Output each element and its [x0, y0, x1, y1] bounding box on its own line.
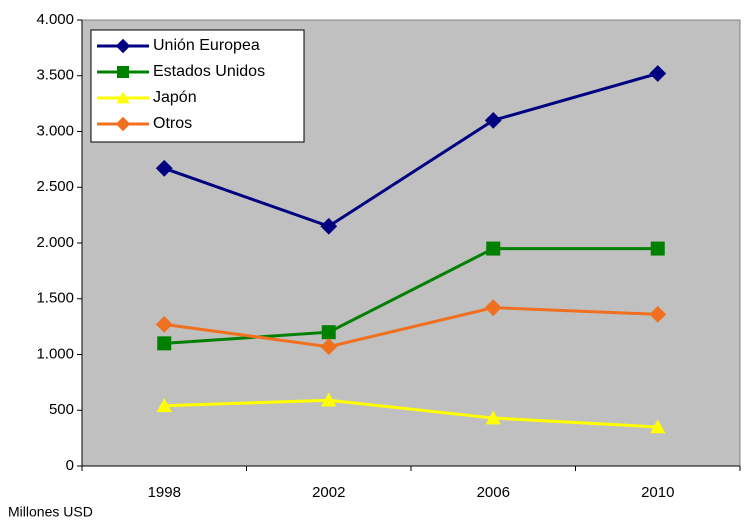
y-tick-label: 3.500 [36, 67, 74, 84]
legend-label: Unión Europea [153, 37, 260, 54]
y-tick-label: 1.500 [36, 290, 74, 307]
y-tick-label: 4.000 [36, 11, 74, 28]
marker [157, 336, 172, 351]
marker [116, 91, 130, 104]
marker [485, 410, 501, 425]
marker [321, 325, 336, 340]
y-tick-label: 500 [49, 401, 74, 418]
series-line [164, 306, 658, 349]
legend-label: Japón [153, 89, 197, 106]
marker [320, 338, 338, 356]
x-tick-label: 2010 [641, 484, 674, 501]
marker [649, 305, 667, 323]
axis-note: Millones USD [8, 504, 93, 520]
marker [321, 392, 337, 407]
x-tick-label: 2006 [477, 484, 510, 501]
y-tick-label: 3.000 [36, 122, 74, 139]
y-tick-label: 2.000 [36, 234, 74, 251]
marker [115, 116, 131, 132]
series-line [164, 398, 658, 429]
marker [649, 65, 667, 82]
marker [156, 398, 172, 413]
series-line [163, 72, 659, 228]
marker [155, 315, 173, 333]
marker [155, 159, 173, 177]
x-tick-label: 2002 [312, 484, 345, 501]
marker [650, 419, 666, 434]
marker [320, 217, 338, 235]
x-tick-label: 1998 [148, 484, 181, 501]
marker [650, 241, 665, 256]
marker [486, 241, 501, 256]
marker [484, 111, 502, 129]
marker [484, 299, 502, 317]
y-tick-label: 1.000 [36, 345, 74, 362]
legend-label: Estados Unidos [153, 63, 265, 80]
legend-label: Otros [153, 115, 192, 132]
series-line [164, 247, 658, 345]
y-tick-label: 0 [66, 457, 74, 474]
marker [117, 66, 129, 78]
y-tick-label: 2.500 [36, 178, 74, 195]
marker [115, 38, 131, 54]
